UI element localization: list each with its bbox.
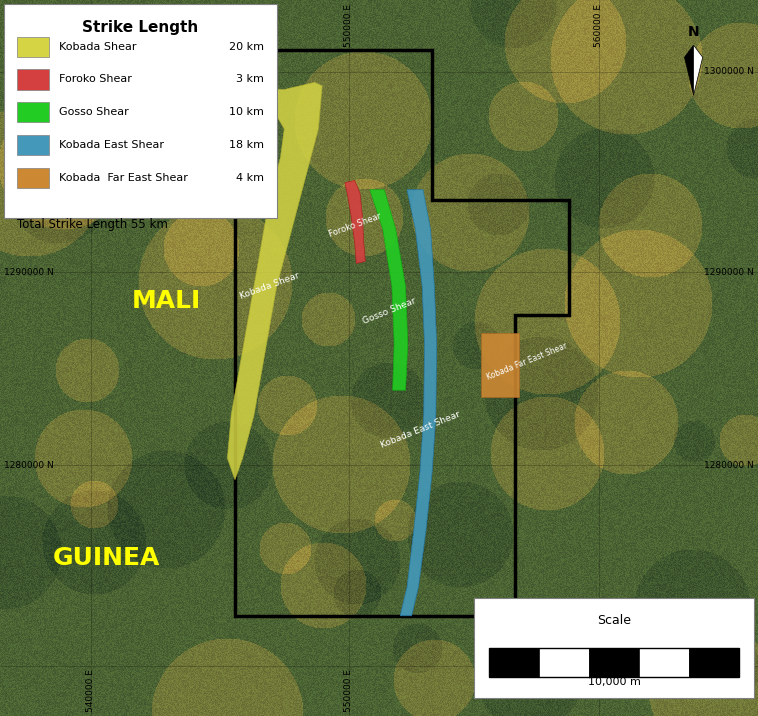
FancyBboxPatch shape <box>17 168 49 188</box>
FancyBboxPatch shape <box>4 4 277 218</box>
Polygon shape <box>400 190 437 616</box>
FancyBboxPatch shape <box>17 102 49 122</box>
Text: 4 km: 4 km <box>236 173 264 183</box>
Text: Kobada East Shear: Kobada East Shear <box>59 140 164 150</box>
Text: Gosso Shear: Gosso Shear <box>362 296 418 326</box>
Text: 1280000 N: 1280000 N <box>704 461 754 470</box>
Text: 20 km: 20 km <box>229 42 264 52</box>
Polygon shape <box>370 190 408 390</box>
Text: Foroko Shear: Foroko Shear <box>327 212 382 239</box>
Text: 18 km: 18 km <box>229 140 264 150</box>
Text: 10,000 m: 10,000 m <box>587 677 641 687</box>
Text: Kobada Shear: Kobada Shear <box>59 42 136 52</box>
Text: N: N <box>688 25 700 39</box>
Polygon shape <box>684 45 694 95</box>
Text: 1300000 N: 1300000 N <box>4 67 54 76</box>
Text: GUINEA: GUINEA <box>52 546 160 571</box>
Bar <box>689 648 739 677</box>
Text: 1290000 N: 1290000 N <box>4 268 54 276</box>
Text: 550000 E: 550000 E <box>344 4 353 47</box>
Polygon shape <box>481 333 519 397</box>
Text: Gosso Shear: Gosso Shear <box>59 107 129 117</box>
FancyBboxPatch shape <box>17 37 49 57</box>
Polygon shape <box>227 82 322 480</box>
Bar <box>489 648 739 677</box>
FancyBboxPatch shape <box>474 598 754 698</box>
Text: 1280000 N: 1280000 N <box>4 461 54 470</box>
Text: Kobada Far East Shear: Kobada Far East Shear <box>485 342 568 382</box>
Bar <box>639 648 689 677</box>
Text: 560000 E: 560000 E <box>594 4 603 47</box>
Text: 1290000 N: 1290000 N <box>704 268 754 276</box>
Text: 3 km: 3 km <box>236 74 264 84</box>
Text: MALI: MALI <box>132 289 202 313</box>
Text: 1300000 N: 1300000 N <box>704 67 754 76</box>
Bar <box>589 648 639 677</box>
Text: Foroko Shear: Foroko Shear <box>59 74 132 84</box>
Bar <box>539 648 589 677</box>
Text: Total Strike Length 55 km: Total Strike Length 55 km <box>17 218 168 231</box>
Text: Strike Length: Strike Length <box>82 20 199 35</box>
Polygon shape <box>694 45 703 95</box>
Text: 540000 E: 540000 E <box>86 669 96 712</box>
Text: Kobada East Shear: Kobada East Shear <box>380 410 462 450</box>
Text: Kobada Shear: Kobada Shear <box>238 271 300 301</box>
Text: Scale: Scale <box>597 614 631 627</box>
FancyBboxPatch shape <box>17 69 49 90</box>
Bar <box>489 648 539 677</box>
Text: Kobada  Far East Shear: Kobada Far East Shear <box>59 173 188 183</box>
Text: 550000 E: 550000 E <box>344 669 353 712</box>
Polygon shape <box>345 180 365 263</box>
FancyBboxPatch shape <box>17 135 49 155</box>
Text: 10 km: 10 km <box>229 107 264 117</box>
